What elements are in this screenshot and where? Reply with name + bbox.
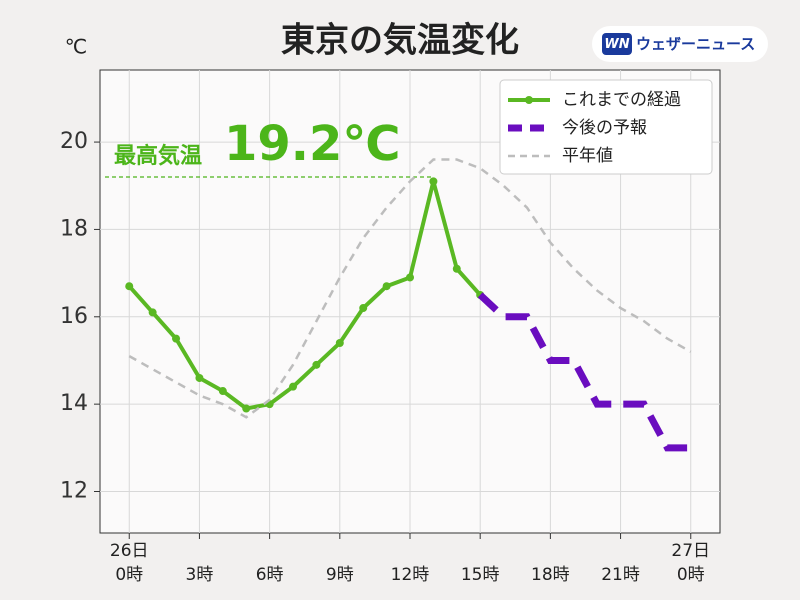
- chart-title: 東京の気温変化: [281, 21, 519, 61]
- legend-label: これまでの経過: [562, 90, 681, 110]
- x-tick-label: 15時: [461, 565, 500, 585]
- data-point: [452, 264, 461, 273]
- logo-bg: [592, 26, 768, 62]
- data-point: [172, 334, 181, 343]
- x-tick-label: 18時: [531, 565, 570, 585]
- data-point: [429, 177, 438, 186]
- logo-badge: [602, 33, 632, 55]
- y-tick-label: 14: [60, 391, 88, 416]
- brand-logo: WN ウェザーニュース: [592, 26, 768, 62]
- series-line: [477, 292, 691, 452]
- x-tick-label: 3時: [186, 565, 214, 585]
- y-unit: ℃: [65, 35, 87, 59]
- logo-badge-text: WN: [604, 37, 629, 52]
- x-date-label: 27日: [671, 541, 710, 561]
- x-tick-label: 0時: [115, 565, 143, 585]
- y-tick-label: 18: [60, 216, 88, 241]
- legend-label: 今後の予報: [562, 118, 647, 138]
- data-point: [382, 282, 391, 291]
- data-point: [406, 273, 414, 282]
- data-point: [195, 373, 204, 382]
- data-point: [359, 304, 368, 313]
- x-tick-label: 12時: [391, 565, 430, 585]
- x-tick-label: 0時: [677, 565, 705, 585]
- max-value: 19.2℃: [224, 116, 401, 172]
- y-tick-label: 20: [60, 129, 88, 154]
- data-point: [148, 308, 157, 317]
- legend-marker: [525, 96, 533, 104]
- legend-label: 平年値: [562, 146, 613, 166]
- max-label: 最高気温: [114, 143, 202, 169]
- series-line: [128, 158, 692, 419]
- x-tick-label: 6時: [256, 565, 284, 585]
- x-tick-label: 21時: [601, 565, 640, 585]
- y-tick-label: 16: [60, 304, 88, 329]
- data-point: [312, 360, 321, 369]
- data-point: [218, 387, 227, 396]
- x-date-label: 26日: [110, 541, 149, 561]
- data-point: [289, 382, 298, 391]
- legend-box: [499, 79, 713, 175]
- data-point: [242, 404, 251, 413]
- logo-name: ウェザーニュース: [636, 35, 755, 53]
- series-line: [127, 180, 482, 411]
- x-tick-label: 9時: [326, 565, 354, 585]
- data-point: [335, 338, 344, 347]
- data-point: [125, 282, 134, 291]
- y-tick-label: 12: [60, 479, 88, 504]
